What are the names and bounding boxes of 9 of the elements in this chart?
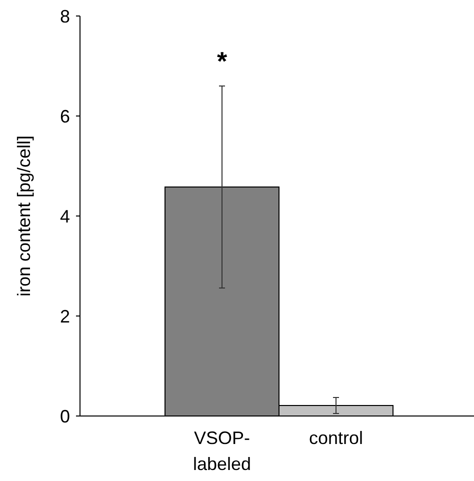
y-axis-title: iron content [pg/cell] xyxy=(14,135,34,297)
y-tick-label: 8 xyxy=(60,6,70,26)
y-tick-label: 4 xyxy=(60,206,70,226)
y-tick-label: 0 xyxy=(60,406,70,426)
annotation: * xyxy=(216,46,228,76)
x-tick-label: VSOP-labeled xyxy=(192,428,252,474)
y-tick-label: 6 xyxy=(60,106,70,126)
y-tick-label: 2 xyxy=(60,306,70,326)
x-tick-label: control xyxy=(308,428,364,448)
